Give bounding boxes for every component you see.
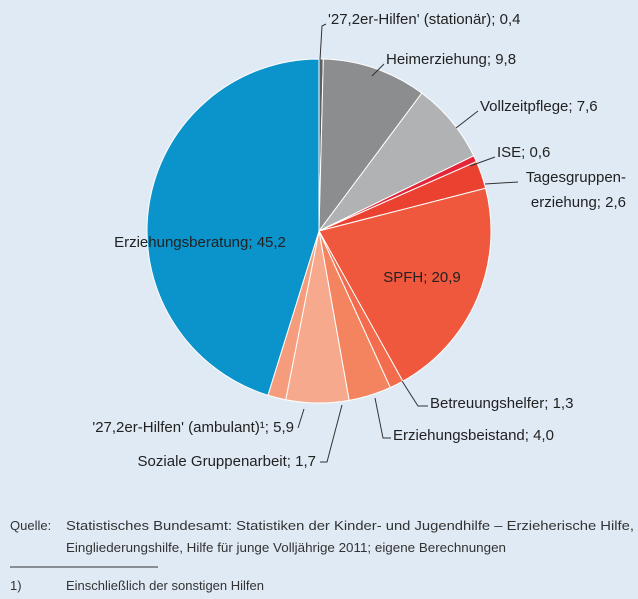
leader-line: [469, 156, 496, 167]
leader-line: [297, 408, 305, 429]
leader-line: [455, 110, 479, 129]
source-line: Statistisches Bundesamt: Statistiken der…: [66, 518, 634, 533]
slice-label: erziehung; 2,6: [531, 194, 626, 211]
slice-label: Heimerziehung; 9,8: [386, 51, 516, 68]
leader-line: [371, 63, 385, 77]
pie-slice: [318, 58, 423, 233]
slice-label: Erziehungsberatung; 45,2: [114, 234, 286, 251]
leader-line: [320, 404, 343, 463]
slice-label: SPFH; 20,9: [383, 269, 461, 286]
source-label: Quelle:: [10, 518, 51, 533]
leader-line: [484, 181, 519, 185]
source-line: Eingliederungshilfe, Hilfe für junge Vol…: [66, 540, 506, 555]
footnote-marker: 1): [10, 578, 22, 593]
leader-line: [319, 23, 327, 61]
pie-slice: [318, 187, 492, 382]
slice-label: '27,2er-Hilfen' (stationär); 0,4: [328, 11, 520, 28]
slice-label: ISE; 0,6: [497, 144, 550, 161]
slice-label: Betreuungshelfer; 1,3: [430, 395, 573, 412]
slice-label: '27,2er-Hilfen' (ambulant)¹; 5,9: [92, 419, 294, 436]
leader-line: [374, 397, 391, 439]
footnote: Einschließlich der sonstigen Hilfen: [66, 578, 264, 593]
pie-slice: [146, 58, 320, 396]
slice-label: Tagesgruppen-: [526, 169, 626, 186]
slice-label: Soziale Gruppenarbeit; 1,7: [138, 453, 316, 470]
slice-label: Erziehungsbeistand; 4,0: [393, 427, 554, 444]
leader-line: [401, 380, 428, 407]
slice-label: Vollzeitpflege; 7,6: [480, 98, 598, 115]
